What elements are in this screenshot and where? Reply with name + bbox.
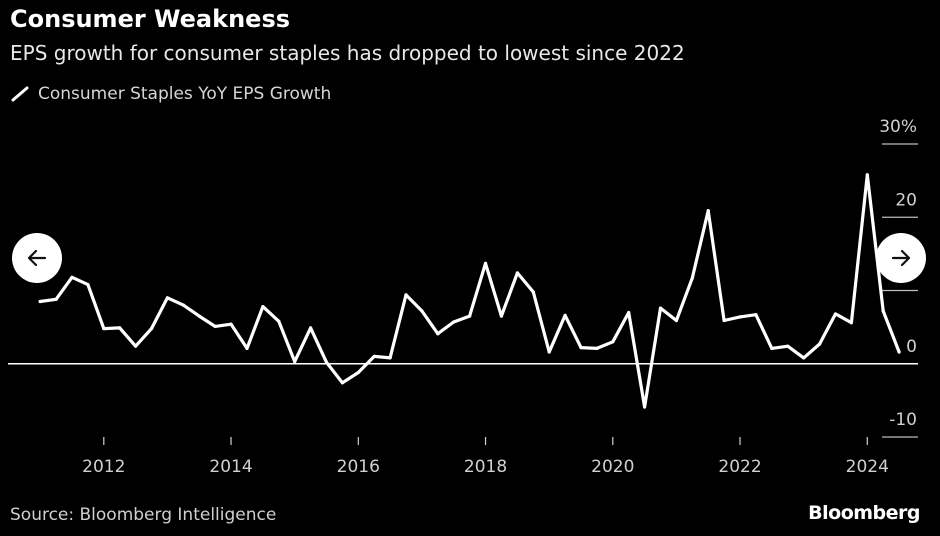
arrow-left-icon xyxy=(27,249,47,267)
y-axis-labels: 30% 20 0 -10 xyxy=(879,117,917,430)
y-tick-label: 20 xyxy=(895,190,917,210)
chart-title: Consumer Weakness xyxy=(10,5,291,33)
data-point xyxy=(483,261,488,265)
data-point xyxy=(674,318,679,323)
data-point xyxy=(770,346,774,350)
data-point xyxy=(356,370,360,375)
data-point xyxy=(293,359,297,364)
data-point xyxy=(436,332,440,336)
data-point xyxy=(134,344,138,348)
x-tick-label: 2024 xyxy=(846,457,889,477)
y-tick-label: 0 xyxy=(906,337,917,357)
data-point xyxy=(340,381,344,385)
arrow-right-icon xyxy=(891,249,911,267)
data-point xyxy=(324,360,329,364)
x-tick-label: 2012 xyxy=(82,457,125,477)
data-point xyxy=(833,312,838,316)
data-point xyxy=(149,326,154,331)
data-point xyxy=(802,356,806,360)
next-chart-button[interactable] xyxy=(876,233,926,283)
x-tick-label: 2020 xyxy=(591,457,634,477)
series-group xyxy=(38,173,901,409)
data-point xyxy=(229,322,233,326)
data-point xyxy=(38,299,42,304)
data-point xyxy=(579,346,583,350)
legend: Consumer Staples YoY EPS Growth xyxy=(10,84,331,104)
previous-chart-button[interactable] xyxy=(12,233,62,283)
y-tick-label: 30% xyxy=(879,117,917,137)
data-point xyxy=(563,313,567,318)
y-gridlines xyxy=(8,143,918,438)
data-point xyxy=(86,283,90,287)
x-tick-label: 2016 xyxy=(337,457,380,477)
data-point xyxy=(181,303,185,307)
data-point xyxy=(595,346,599,350)
data-point xyxy=(420,309,424,313)
data-point xyxy=(515,271,519,275)
data-point xyxy=(627,310,631,315)
data-point xyxy=(404,293,408,297)
data-point xyxy=(611,340,615,344)
legend-line-icon xyxy=(11,86,29,102)
data-point xyxy=(277,319,281,323)
data-point xyxy=(786,344,790,348)
chart-subtitle: EPS growth for consumer staples has drop… xyxy=(10,41,685,65)
data-point xyxy=(102,326,106,331)
data-point xyxy=(897,350,901,354)
data-point xyxy=(817,342,822,346)
data-point xyxy=(849,321,853,325)
data-point xyxy=(245,346,249,350)
data-point xyxy=(261,305,265,309)
data-point xyxy=(499,314,504,318)
data-point xyxy=(738,315,742,319)
data-point xyxy=(118,326,122,330)
data-point xyxy=(690,276,694,280)
source-note: Source: Bloomberg Intelligence xyxy=(10,505,277,525)
data-point xyxy=(658,306,663,310)
x-tick-label: 2014 xyxy=(209,457,252,477)
data-point xyxy=(197,314,201,318)
series-line xyxy=(38,173,901,409)
data-point xyxy=(531,290,535,294)
data-point xyxy=(54,297,58,301)
data-point xyxy=(643,405,647,409)
data-point xyxy=(468,314,472,318)
data-point xyxy=(452,320,456,324)
data-point xyxy=(308,326,313,330)
data-point xyxy=(722,318,726,323)
x-tick-label: 2018 xyxy=(464,457,507,477)
data-point xyxy=(70,275,74,279)
data-point xyxy=(213,324,217,328)
y-tick-label: -10 xyxy=(889,410,917,430)
x-tick-label: 2022 xyxy=(718,457,761,477)
data-point xyxy=(865,173,869,177)
data-point xyxy=(165,296,170,300)
data-point xyxy=(754,313,758,317)
data-point xyxy=(372,354,376,359)
data-point xyxy=(881,309,885,313)
data-point xyxy=(388,356,392,360)
x-axis: 2012 2014 2016 2018 2020 2022 2024 xyxy=(82,437,889,477)
legend-label: Consumer Staples YoY EPS Growth xyxy=(38,84,332,104)
bloomberg-logo: Bloomberg xyxy=(808,502,920,524)
data-point xyxy=(706,209,710,213)
data-point xyxy=(547,350,551,354)
